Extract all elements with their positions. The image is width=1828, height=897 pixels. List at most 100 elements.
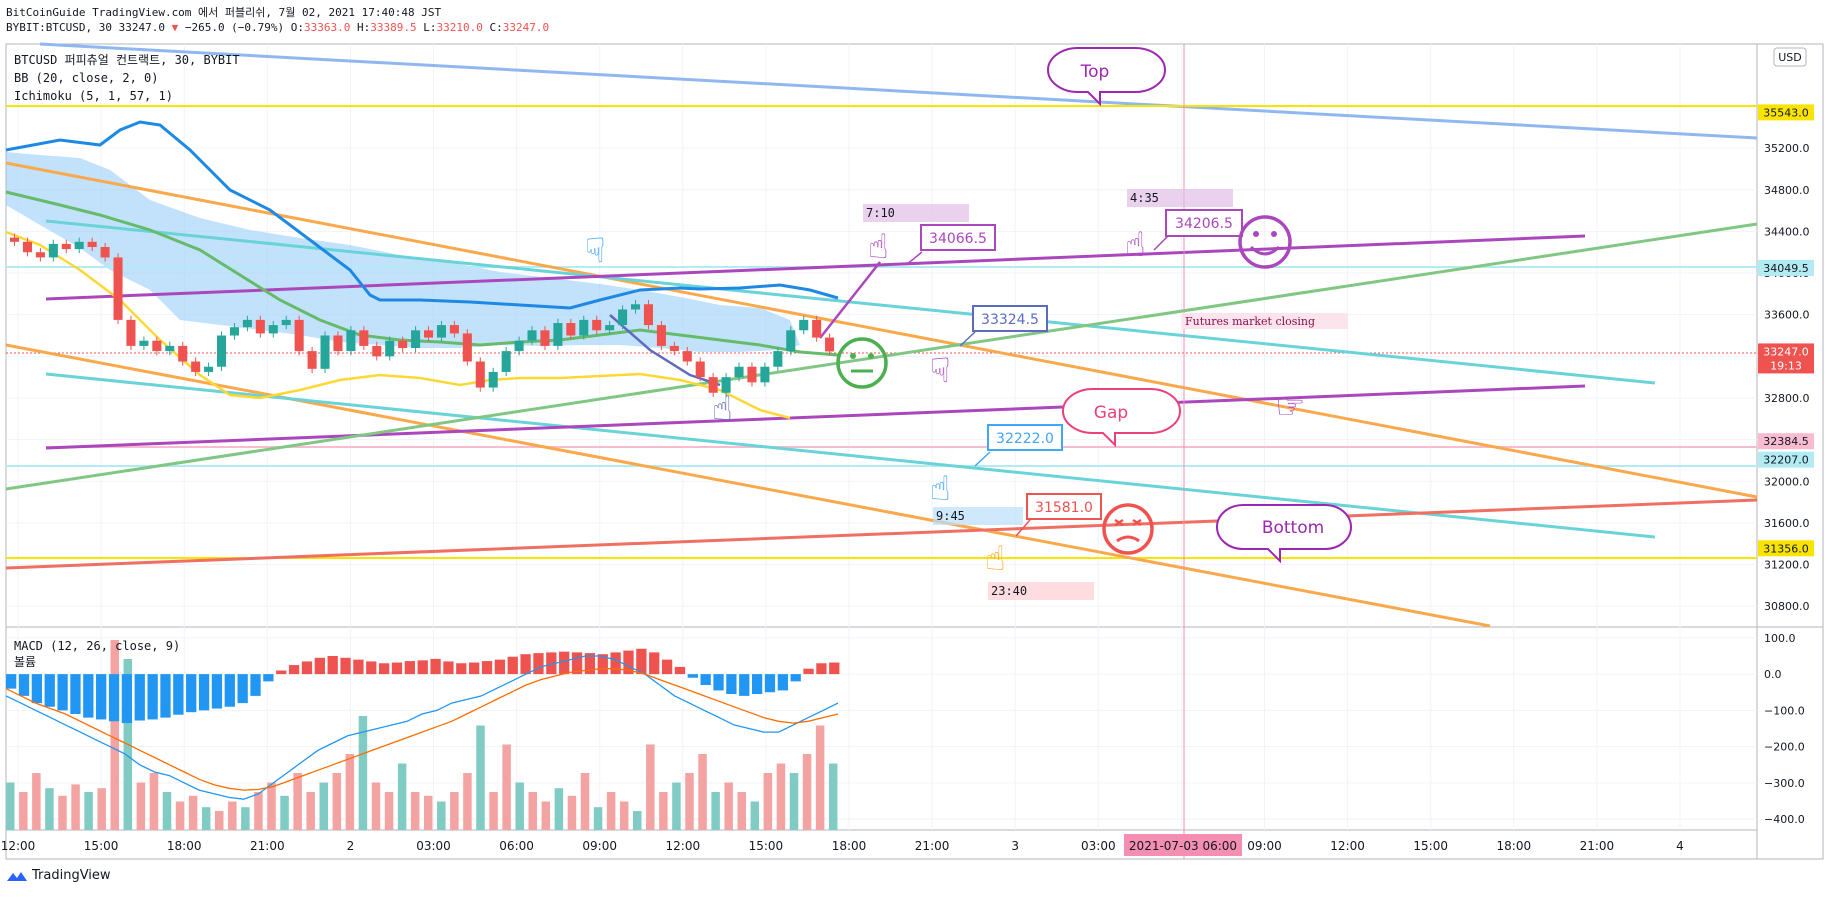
open-value: 33363.0 xyxy=(304,21,351,34)
bubble-top[interactable]: Top xyxy=(1047,47,1166,107)
smiley-happy-icon[interactable] xyxy=(1238,215,1292,269)
channel-line-purple-upper[interactable] xyxy=(45,234,1586,301)
macd-hist-bar-55 xyxy=(713,674,724,691)
hand-pointer-purple-icon[interactable]: ☝ xyxy=(868,227,889,267)
macd-hist-bar-30 xyxy=(391,662,403,675)
time-box-945[interactable] xyxy=(933,507,1023,525)
bubble-gap[interactable]: Gap xyxy=(1062,388,1181,448)
callout-33324[interactable]: 33324.5 xyxy=(959,305,1048,347)
channel-line-cyan-upper[interactable] xyxy=(45,219,1656,385)
volume-bar-7 xyxy=(97,788,106,830)
tradingview-footer[interactable]: TradingView xyxy=(6,868,111,883)
candle-50 xyxy=(656,325,666,346)
macd-hist-bar-21 xyxy=(276,670,287,675)
macd-hist-bar-34 xyxy=(443,661,454,675)
currency-badge[interactable] xyxy=(1773,47,1807,67)
legend-volume[interactable]: 볼륨 xyxy=(14,655,36,669)
channel-line-orange-upper[interactable] xyxy=(5,161,1758,499)
callout-32222[interactable]: 32222.0 xyxy=(974,424,1063,467)
time-box-2340[interactable] xyxy=(988,582,1094,600)
candle-22 xyxy=(294,319,304,352)
hand-pointer-blue-icon[interactable]: ☝ xyxy=(930,469,951,509)
time-tick-4: 2 xyxy=(347,839,355,853)
macd-tick-2: −100.0 xyxy=(1764,704,1805,717)
volume-bar-24 xyxy=(319,782,328,830)
hand-pointer-down-icon[interactable]: ☟ xyxy=(585,231,606,271)
time-tick-2: 18:00 xyxy=(167,839,202,853)
candle-42 xyxy=(553,323,563,346)
channel-line-orange-lower[interactable] xyxy=(5,343,1491,628)
close-value: 33247.0 xyxy=(502,21,550,34)
drawing-line-slate[interactable] xyxy=(609,314,721,387)
drawing-arrow-purple[interactable] xyxy=(819,261,881,339)
macd-hist-bar-52 xyxy=(674,666,686,675)
hand-pointer-right-icon[interactable]: ☞ xyxy=(1275,387,1305,427)
bubble-bottom[interactable]: Bottom xyxy=(1216,504,1352,564)
callout-34066-text: 34066.5 xyxy=(929,231,987,247)
callout-31581[interactable]: 31581.0 xyxy=(1015,493,1102,537)
macd-hist-bar-49 xyxy=(636,648,647,675)
candle-60 xyxy=(786,330,796,352)
macd-line xyxy=(5,655,839,800)
volume-bar-22 xyxy=(293,773,302,830)
price-tick-9: 31600.0 xyxy=(1764,517,1810,530)
volume-bar-60 xyxy=(789,773,799,830)
callout-34066[interactable]: 34066.5 xyxy=(905,224,996,266)
trend-line-green[interactable] xyxy=(5,222,1758,491)
crosshair-time-label: 2021-07-03 06:00 xyxy=(1129,839,1237,853)
currency-label: USD xyxy=(1778,51,1802,64)
trend-line-blue-top[interactable] xyxy=(39,42,1758,140)
price-label-box-1 xyxy=(1758,259,1814,276)
volume-bar-0 xyxy=(6,782,15,830)
time-box-710[interactable] xyxy=(863,204,969,222)
macd-hist-bar-51 xyxy=(661,659,673,675)
volume-bar-16 xyxy=(215,811,224,830)
hand-pointer-left-icon[interactable]: ☟ xyxy=(930,351,951,391)
candle-29 xyxy=(385,340,395,357)
callout-34206[interactable]: 34206.5 xyxy=(1153,209,1243,251)
price-label-4: 32207.0 xyxy=(1763,454,1809,467)
price-label-box-0 xyxy=(1758,104,1814,121)
macd-hist-bar-17 xyxy=(224,674,235,707)
candle-41 xyxy=(540,330,550,346)
time-tick-19: 21:00 xyxy=(1580,839,1615,853)
hand-pointer-purple-2-icon[interactable]: ☝ xyxy=(1125,225,1146,265)
legend-ichimoku[interactable]: Ichimoku (5, 1, 57, 1) xyxy=(14,89,173,103)
volume-bar-12 xyxy=(162,792,172,830)
legend-bb[interactable]: BB (20, close, 2, 0) xyxy=(14,71,159,85)
volume-bar-63 xyxy=(828,763,838,830)
candle-23 xyxy=(307,351,317,369)
macd-tick-5: −400.0 xyxy=(1764,813,1805,826)
price-label-box-5 xyxy=(1758,540,1814,557)
smiley-dizzy-icon[interactable] xyxy=(1102,503,1154,555)
candle-35 xyxy=(462,333,472,362)
price-label-5: 31356.0 xyxy=(1763,542,1809,555)
channel-line-purple-lower[interactable] xyxy=(45,384,1586,450)
volume-bar-48 xyxy=(633,811,642,830)
volume-bar-5 xyxy=(71,784,80,830)
candle-24 xyxy=(320,335,330,369)
time-box-435[interactable] xyxy=(1127,189,1233,207)
time-tick-12: 3 xyxy=(1011,839,1019,853)
macd-hist-bar-53 xyxy=(687,674,698,678)
candle-2 xyxy=(35,252,45,258)
trend-line-red[interactable] xyxy=(5,498,1758,570)
channel-line-cyan-lower[interactable] xyxy=(45,372,1656,539)
macd-hist-bar-12 xyxy=(160,674,171,718)
high-value: 33389.5 xyxy=(370,21,417,34)
macd-hist-bar-15 xyxy=(198,674,210,711)
hand-pointer-up-icon[interactable]: ☝ xyxy=(712,389,733,429)
volume-bar-34 xyxy=(450,792,459,830)
smiley-neutral-icon[interactable] xyxy=(836,337,888,389)
volume-bar-47 xyxy=(619,801,629,830)
time-tick-13: 03:00 xyxy=(1081,839,1116,853)
note-box[interactable] xyxy=(1182,313,1348,329)
hand-pointer-orange-icon[interactable]: ☝ xyxy=(985,539,1006,579)
volume-bar-11 xyxy=(149,773,159,830)
candle-27 xyxy=(359,330,369,346)
volume-bar-35 xyxy=(463,773,472,830)
macd-hist-bar-60 xyxy=(777,674,788,691)
legend-macd[interactable]: MACD (12, 26, close, 9) xyxy=(14,639,180,653)
volume-bar-61 xyxy=(802,754,812,830)
